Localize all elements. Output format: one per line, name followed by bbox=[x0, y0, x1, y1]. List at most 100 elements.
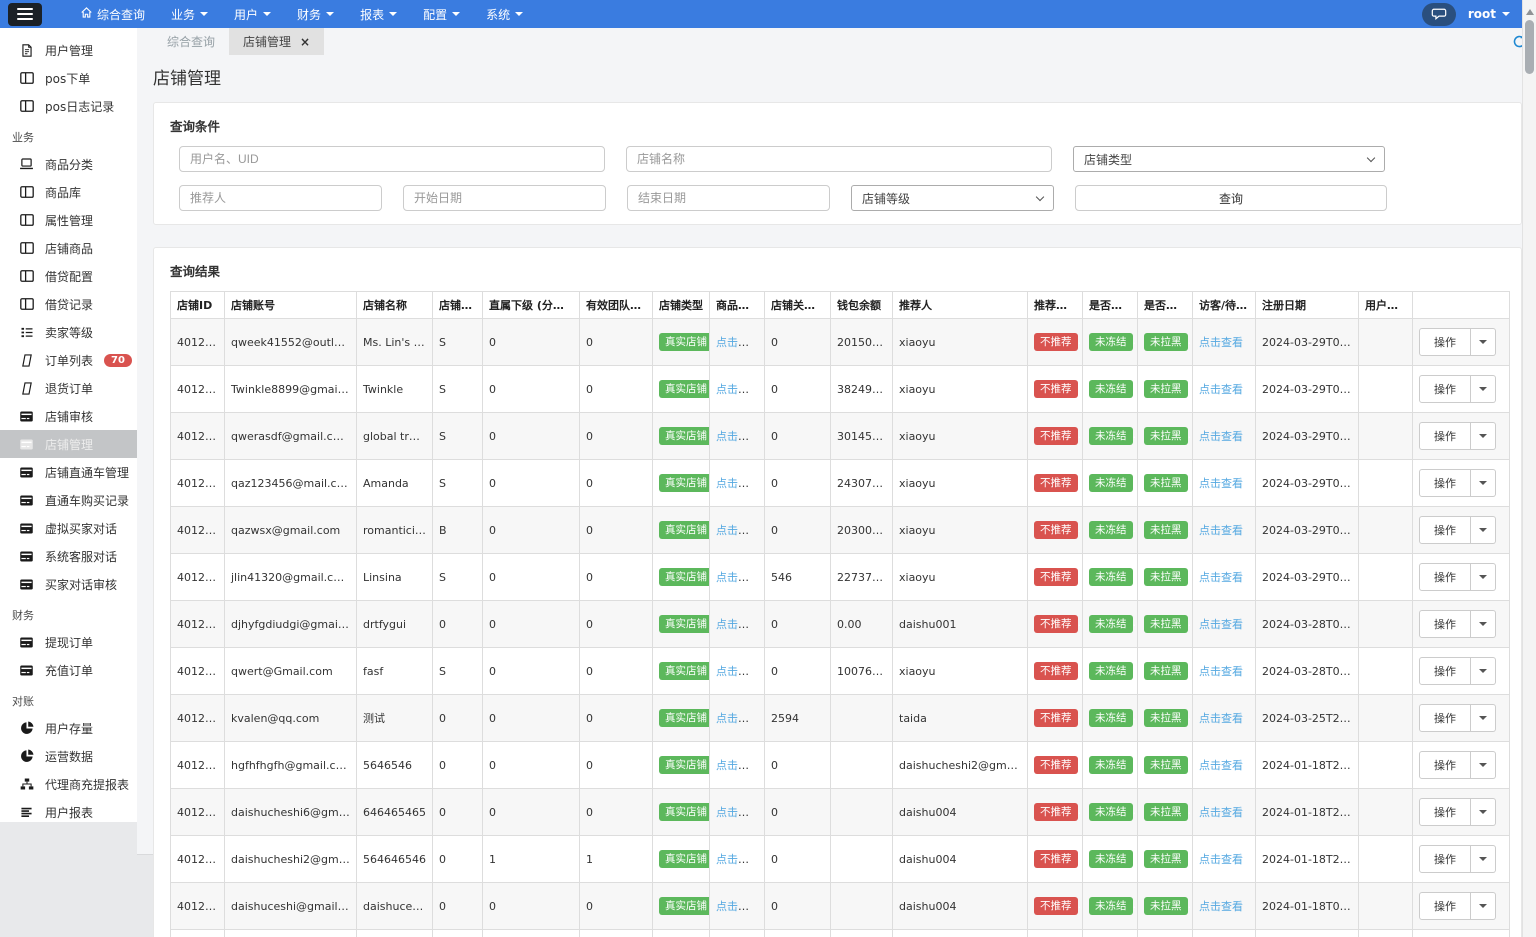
username-uid-input[interactable] bbox=[179, 146, 605, 172]
sidebar-item-2[interactable]: pos日志记录 bbox=[0, 92, 137, 120]
sidebar-item-21[interactable]: 提现订单 bbox=[0, 628, 137, 656]
sidebar-item-6[interactable]: 属性管理 bbox=[0, 206, 137, 234]
action-dropdown-button[interactable] bbox=[1471, 563, 1496, 591]
visitors-view-link[interactable]: 点击查看 bbox=[1199, 383, 1243, 396]
goods-view-link[interactable]: 点击查看 bbox=[716, 524, 760, 537]
goods-view-link[interactable]: 点击查看 bbox=[716, 806, 760, 819]
action-button[interactable]: 操作 bbox=[1419, 704, 1471, 732]
visitors-view-link[interactable]: 点击查看 bbox=[1199, 900, 1243, 913]
action-button[interactable]: 操作 bbox=[1419, 892, 1471, 920]
action-button[interactable]: 操作 bbox=[1419, 610, 1471, 638]
nav-system[interactable]: 系统 bbox=[473, 0, 536, 28]
sidebar-item-7[interactable]: 店铺商品 bbox=[0, 234, 137, 262]
action-dropdown-button[interactable] bbox=[1471, 892, 1496, 920]
action-button[interactable]: 操作 bbox=[1419, 422, 1471, 450]
visitors-view-link[interactable]: 点击查看 bbox=[1199, 336, 1243, 349]
visitors-view-link[interactable]: 点击查看 bbox=[1199, 618, 1243, 631]
page-scrollbar[interactable] bbox=[1522, 0, 1536, 937]
goods-view-link[interactable]: 点击查看 bbox=[716, 477, 760, 490]
action-dropdown-button[interactable] bbox=[1471, 657, 1496, 685]
sidebar-item-26[interactable]: 代理商充提报表 bbox=[0, 770, 137, 798]
scroll-up-icon[interactable] bbox=[1525, 9, 1534, 15]
sidebar-item-13[interactable]: 店铺审核 bbox=[0, 402, 137, 430]
action-button[interactable]: 操作 bbox=[1419, 469, 1471, 497]
tab-1[interactable]: 店铺管理 × bbox=[229, 28, 325, 55]
sidebar-item-1[interactable]: pos下单 bbox=[0, 64, 137, 92]
action-dropdown-button[interactable] bbox=[1471, 469, 1496, 497]
nav-home[interactable]: 综合查询 bbox=[68, 0, 158, 28]
sidebar-item-14[interactable]: 店铺管理 bbox=[0, 430, 137, 458]
goods-view-link[interactable]: 点击查看 bbox=[716, 759, 760, 772]
visitors-view-link[interactable]: 点击查看 bbox=[1199, 571, 1243, 584]
visitors-view-link[interactable]: 点击查看 bbox=[1199, 853, 1243, 866]
shop-level-select[interactable]: 店铺等级 bbox=[851, 185, 1054, 211]
goods-view-link[interactable]: 点击查看 bbox=[716, 712, 760, 725]
search-button[interactable]: 查询 bbox=[1075, 185, 1387, 211]
action-button[interactable]: 操作 bbox=[1419, 751, 1471, 779]
close-icon[interactable]: × bbox=[300, 34, 311, 49]
sidebar-item-5[interactable]: 商品库 bbox=[0, 178, 137, 206]
sidebar-item-15[interactable]: 店铺直通车管理 bbox=[0, 458, 137, 486]
goods-view-link[interactable]: 点击查看 bbox=[716, 665, 760, 678]
sidebar-item-24[interactable]: 用户存量 bbox=[0, 714, 137, 742]
action-dropdown-button[interactable] bbox=[1471, 845, 1496, 873]
sidebar-item-16[interactable]: 直通车购买记录 bbox=[0, 486, 137, 514]
sidebar-item-10[interactable]: 卖家等级 bbox=[0, 318, 137, 346]
sidebar-item-9[interactable]: 借贷记录 bbox=[0, 290, 137, 318]
scrollbar-thumb[interactable] bbox=[1525, 20, 1534, 74]
goods-view-link[interactable]: 点击查看 bbox=[716, 618, 760, 631]
goods-view-link[interactable]: 点击查看 bbox=[716, 383, 760, 396]
tab-0[interactable]: 综合查询 bbox=[153, 28, 229, 55]
action-dropdown-button[interactable] bbox=[1471, 422, 1496, 450]
action-dropdown-button[interactable] bbox=[1471, 516, 1496, 544]
visitors-view-link[interactable]: 点击查看 bbox=[1199, 430, 1243, 443]
goods-view-link[interactable]: 点击查看 bbox=[716, 571, 760, 584]
action-dropdown-button[interactable] bbox=[1471, 328, 1496, 356]
end-date-input[interactable] bbox=[627, 185, 830, 211]
action-button[interactable]: 操作 bbox=[1419, 375, 1471, 403]
chat-button[interactable] bbox=[1421, 2, 1456, 26]
action-button[interactable]: 操作 bbox=[1419, 657, 1471, 685]
sidebar-item-12[interactable]: 退货订单 bbox=[0, 374, 137, 402]
sidebar-item-19[interactable]: 买家对话审核 bbox=[0, 570, 137, 598]
nav-reports[interactable]: 报表 bbox=[347, 0, 410, 28]
sidebar-item-27[interactable]: 用户报表 bbox=[0, 798, 137, 826]
visitors-view-link[interactable]: 点击查看 bbox=[1199, 665, 1243, 678]
sidebar-item-11[interactable]: 订单列表 70 bbox=[0, 346, 137, 374]
referrer-input[interactable] bbox=[179, 185, 382, 211]
action-button[interactable]: 操作 bbox=[1419, 845, 1471, 873]
sidebar-item-8[interactable]: 借贷配置 bbox=[0, 262, 137, 290]
visitors-view-link[interactable]: 点击查看 bbox=[1199, 477, 1243, 490]
action-button[interactable]: 操作 bbox=[1419, 516, 1471, 544]
shop-name-input[interactable] bbox=[626, 146, 1052, 172]
action-dropdown-button[interactable] bbox=[1471, 375, 1496, 403]
visitors-view-link[interactable]: 点击查看 bbox=[1199, 712, 1243, 725]
action-button[interactable]: 操作 bbox=[1419, 798, 1471, 826]
sidebar-item-18[interactable]: 系统客服对话 bbox=[0, 542, 137, 570]
goods-view-link[interactable]: 点击查看 bbox=[716, 853, 760, 866]
action-button[interactable]: 操作 bbox=[1419, 563, 1471, 591]
sidebar-item-4[interactable]: 商品分类 bbox=[0, 150, 137, 178]
goods-view-link[interactable]: 点击查看 bbox=[716, 430, 760, 443]
action-dropdown-button[interactable] bbox=[1471, 704, 1496, 732]
shop-type-select[interactable]: 店铺类型 bbox=[1073, 146, 1385, 172]
sidebar-item-0[interactable]: 用户管理 bbox=[0, 36, 137, 64]
sidebar-item-25[interactable]: 运营数据 bbox=[0, 742, 137, 770]
nav-business[interactable]: 业务 bbox=[158, 0, 221, 28]
visitors-view-link[interactable]: 点击查看 bbox=[1199, 759, 1243, 772]
goods-view-link[interactable]: 点击查看 bbox=[716, 900, 760, 913]
visitors-view-link[interactable]: 点击查看 bbox=[1199, 524, 1243, 537]
start-date-input[interactable] bbox=[403, 185, 606, 211]
action-dropdown-button[interactable] bbox=[1471, 798, 1496, 826]
user-menu[interactable]: root bbox=[1468, 7, 1510, 21]
nav-finance[interactable]: 财务 bbox=[284, 0, 347, 28]
action-button[interactable]: 操作 bbox=[1419, 328, 1471, 356]
action-dropdown-button[interactable] bbox=[1471, 751, 1496, 779]
nav-config[interactable]: 配置 bbox=[410, 0, 473, 28]
sidebar-item-17[interactable]: 虚拟买家对话 bbox=[0, 514, 137, 542]
action-dropdown-button[interactable] bbox=[1471, 610, 1496, 638]
visitors-view-link[interactable]: 点击查看 bbox=[1199, 806, 1243, 819]
goods-view-link[interactable]: 点击查看 bbox=[716, 336, 760, 349]
menu-toggle-button[interactable] bbox=[8, 2, 42, 26]
nav-users[interactable]: 用户 bbox=[221, 0, 284, 28]
